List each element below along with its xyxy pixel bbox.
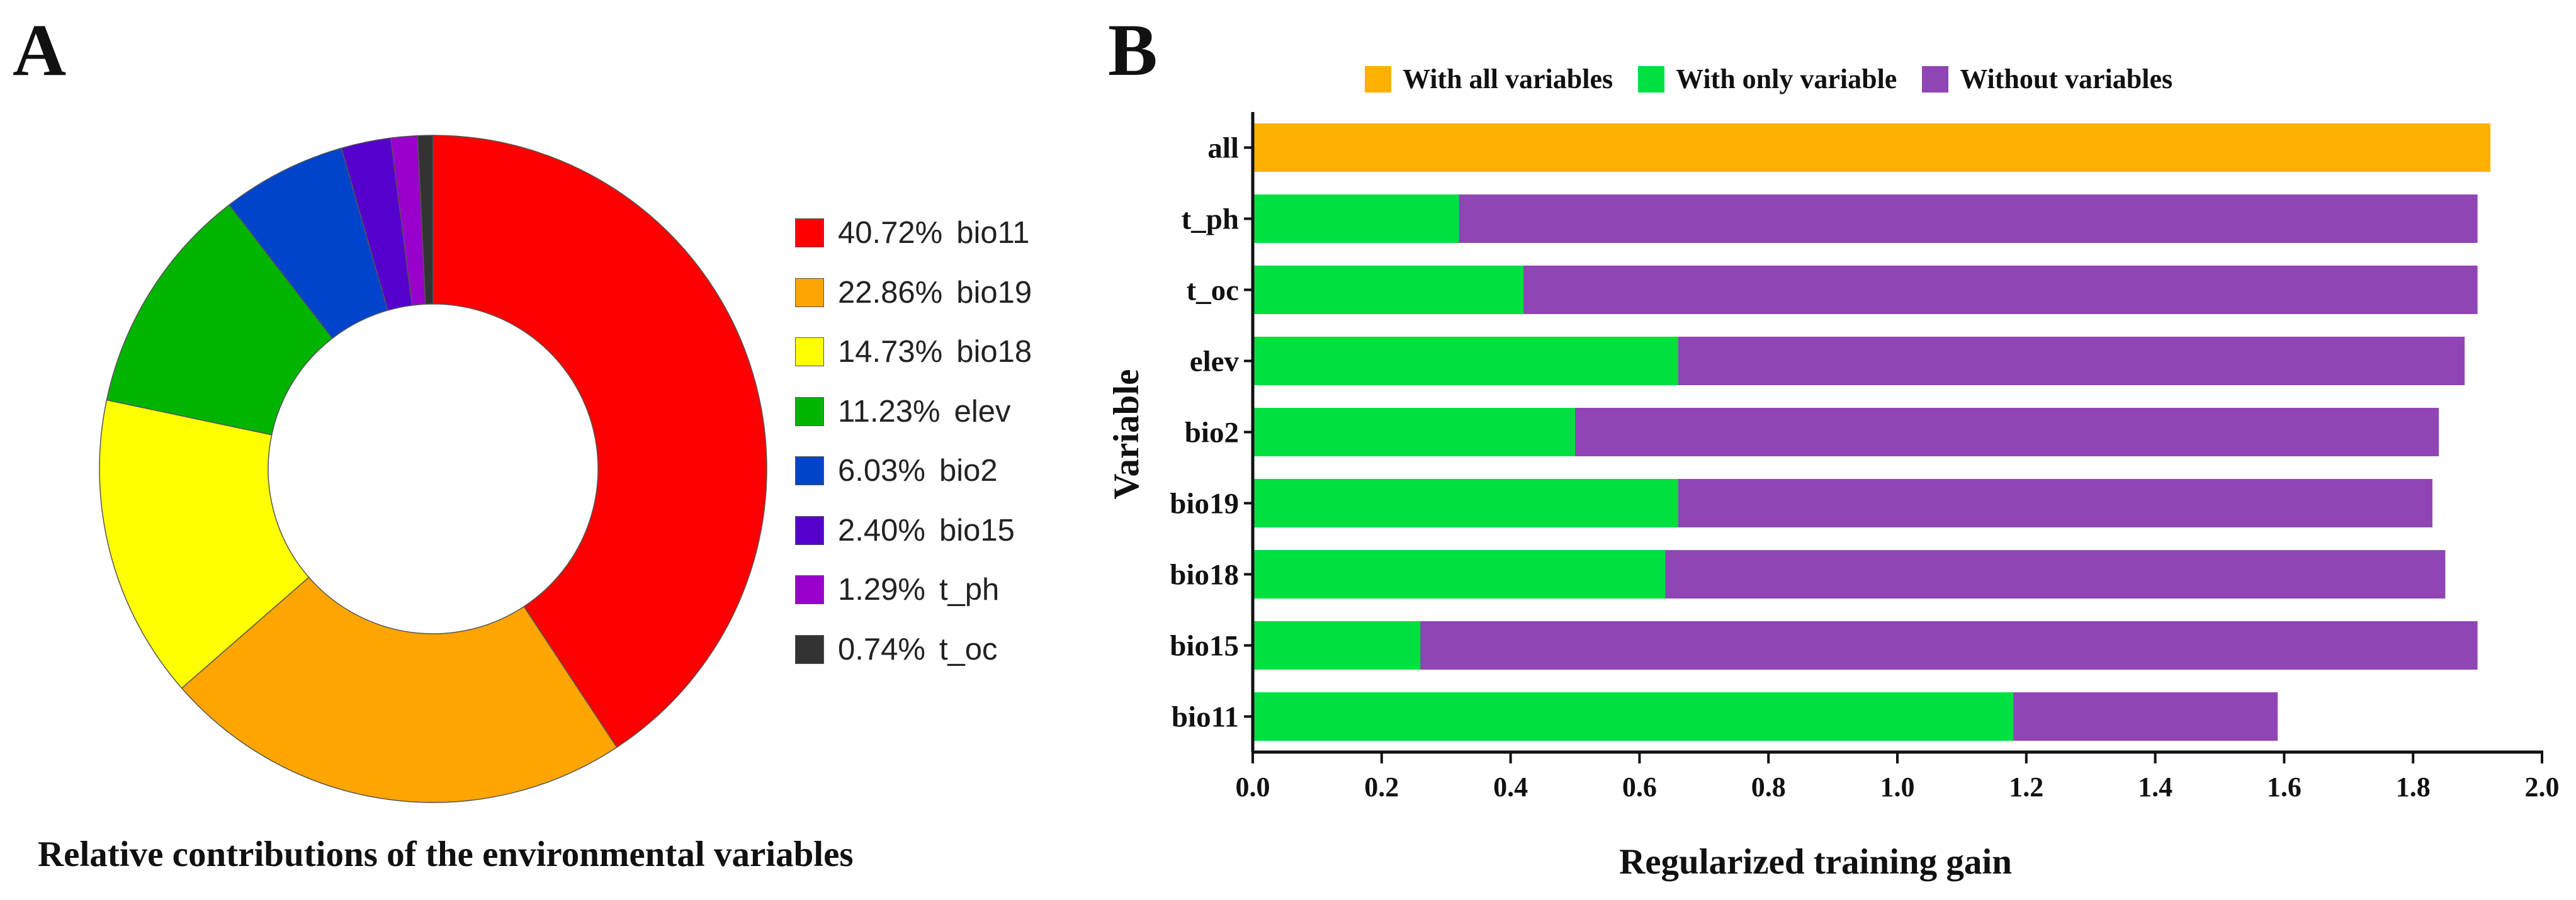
pie-slice-t_oc <box>417 135 434 305</box>
legend-label: bio15 <box>939 513 1015 548</box>
bar-with-only-bio11 <box>1253 692 2014 741</box>
legend-percent: 6.03% <box>838 454 925 488</box>
legend-percent: 22.86% <box>838 275 943 310</box>
pie-legend-item: 40.72% bio11 <box>795 216 1032 250</box>
x-axis-title: Regularized training gain <box>1619 842 2012 882</box>
bar-with-only-elev <box>1253 337 1678 385</box>
y-tick-label: t_ph <box>1182 203 1239 236</box>
panel-a-letter: A <box>13 9 67 91</box>
x-tick-label: 0.2 <box>1364 772 1399 802</box>
legend-swatch <box>795 218 824 247</box>
bar-with-only-bio19 <box>1253 479 1678 527</box>
donut-chart <box>99 135 767 803</box>
legend-percent: 14.73% <box>838 335 943 369</box>
y-tick-label: bio11 <box>1172 701 1239 734</box>
y-tick-label: all <box>1207 132 1239 165</box>
bar-legend-item: With only variable <box>1638 63 1897 95</box>
legend-swatch <box>795 515 824 545</box>
pie-legend-item: 0.74% t_oc <box>795 632 1032 667</box>
legend-percent: 40.72% <box>838 216 943 250</box>
legend-label: elev <box>954 394 1011 429</box>
legend-percent: 1.29% <box>838 573 925 607</box>
legend-label: Without variables <box>1960 64 2173 94</box>
legend-label: With only variable <box>1676 64 1897 94</box>
legend-label: bio19 <box>956 275 1032 310</box>
legend-label: t_oc <box>939 632 998 667</box>
pie-slice-bio18 <box>99 399 310 689</box>
legend-percent: 2.40% <box>838 513 925 548</box>
legend-label: bio2 <box>939 454 998 488</box>
pie-slice-bio11 <box>432 135 767 748</box>
legend-swatch <box>795 337 824 366</box>
x-tick-label: 1.0 <box>1880 772 1915 802</box>
x-tick-label: 1.4 <box>2138 772 2172 802</box>
x-tick-label: 0.8 <box>1751 772 1786 802</box>
legend-percent: 0.74% <box>838 632 925 667</box>
y-tick-label: bio18 <box>1170 559 1239 592</box>
bar-without-bio15 <box>1253 621 2478 670</box>
y-tick-label: bio15 <box>1170 630 1239 663</box>
x-tick-label: 1.8 <box>2396 772 2431 802</box>
bar-legend-item: With all variables <box>1365 63 1613 95</box>
bar-legend: With all variables With only variable Wi… <box>1365 63 2198 95</box>
bar-with-only-bio2 <box>1253 408 1575 456</box>
bar-with-only-bio15 <box>1253 621 1421 670</box>
legend-label: t_ph <box>939 573 1000 607</box>
x-tick-label: 2.0 <box>2525 772 2560 802</box>
legend-swatch <box>1365 65 1391 93</box>
x-tick-label: 0.4 <box>1493 772 1528 802</box>
x-tick-label: 0.6 <box>1622 772 1657 802</box>
y-tick-label: bio2 <box>1185 417 1239 449</box>
pie-legend-item: 2.40% bio15 <box>795 513 1032 548</box>
legend-percent: 11.23% <box>838 394 941 429</box>
legend-swatch <box>795 634 824 664</box>
x-tick-label: 1.2 <box>2009 772 2043 802</box>
legend-swatch <box>795 575 824 604</box>
bar-legend-item: Without variables <box>1922 63 2172 95</box>
pie-slice-bio19 <box>181 577 618 803</box>
y-tick-label: bio19 <box>1170 488 1239 520</box>
bar-with-all-all <box>1253 123 2491 172</box>
panel-b-letter: B <box>1108 9 1158 91</box>
pie-legend-item: 6.03% bio2 <box>795 454 1032 488</box>
bar-with-only-t_ph <box>1253 194 1459 243</box>
y-tick-label: t_oc <box>1186 274 1239 307</box>
legend-swatch <box>1638 65 1665 93</box>
x-tick-label: 1.6 <box>2267 772 2302 802</box>
pie-legend-item: 14.73% bio18 <box>795 335 1032 369</box>
pie-legend-item: 22.86% bio19 <box>795 275 1032 310</box>
legend-label: With all variables <box>1403 64 1613 94</box>
bar-with-only-t_oc <box>1253 266 1524 314</box>
legend-swatch <box>795 278 824 307</box>
legend-swatch <box>795 397 824 426</box>
bar-with-only-bio18 <box>1253 550 1666 599</box>
y-axis-title: Variable <box>1107 369 1146 500</box>
legend-label: bio11 <box>956 216 1030 250</box>
pie-legend-item: 11.23% elev <box>795 394 1032 429</box>
y-tick-label: elev <box>1190 346 1240 378</box>
pie-caption: Relative contributions of the environmen… <box>38 835 854 874</box>
legend-swatch <box>795 456 824 485</box>
legend-swatch <box>1922 65 1949 93</box>
pie-slice-elev <box>106 204 333 436</box>
pie-legend: 40.72% bio11 22.86% bio19 14.73% bio18 11.2… <box>795 216 1032 694</box>
pie-legend-item: 1.29% t_ph <box>795 573 1032 607</box>
x-tick-label: 0.0 <box>1236 772 1270 802</box>
legend-label: bio18 <box>956 335 1032 369</box>
